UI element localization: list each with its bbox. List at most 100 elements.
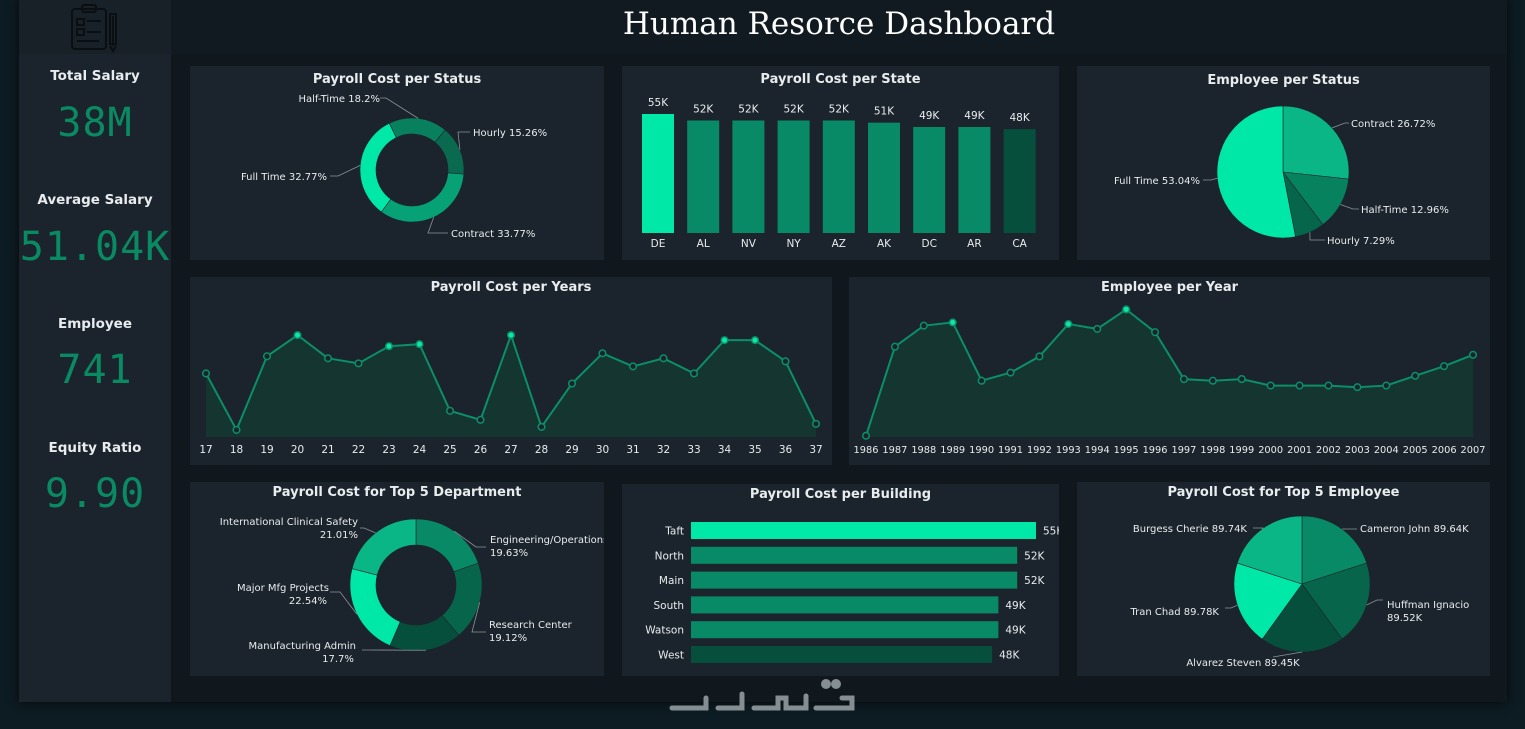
- employee-status-chart[interactable]: Contract 26.72% Half-Time 12.96% Hourly 7.…: [1077, 66, 1490, 260]
- data-point: [1353, 383, 1362, 392]
- data-point: [445, 406, 455, 415]
- bar: [913, 126, 946, 233]
- callout-line: [457, 131, 470, 150]
- header-bar: Human Resorce Dashboard: [19, 0, 1507, 54]
- payroll-years-card[interactable]: Payroll Cost per Years 17 18 19 20 21 22 23 24 2…: [190, 277, 832, 465]
- series-line: [865, 308, 1474, 437]
- payroll-dept-card[interactable]: Payroll Cost for Top 5 Department Engine…: [190, 482, 609, 676]
- slice-value: 19.12%: [489, 633, 527, 644]
- slice-label: International Clinical Safety: [220, 517, 358, 528]
- x-tick-label: 37: [809, 444, 822, 456]
- data-point: [1035, 352, 1044, 361]
- callout-line: [1340, 204, 1359, 210]
- x-tick-label: AR: [967, 238, 981, 250]
- pie-slice: [1216, 105, 1296, 239]
- bar-value-label: 52K: [1024, 550, 1045, 562]
- slice-label: Cameron John 89.64K: [1360, 524, 1469, 535]
- bar: [642, 114, 674, 233]
- x-tick-label: DC: [921, 238, 936, 250]
- x-tick-label: 21: [321, 444, 334, 456]
- employee-year-card[interactable]: Employee per Year 1986 1987 1988 1989 1990 19…: [849, 277, 1490, 465]
- x-tick-label: 25: [443, 444, 456, 456]
- data-point: [628, 362, 638, 371]
- callout-line: [330, 165, 361, 177]
- pie-slice: [380, 172, 465, 223]
- x-tick-label: 17: [199, 444, 212, 456]
- x-tick-label: 2005: [1403, 445, 1428, 456]
- data-point: [1440, 362, 1449, 371]
- x-tick-label: AZ: [832, 238, 846, 250]
- callout-line: [427, 217, 448, 234]
- payroll-building-card[interactable]: Payroll Cost per Building Taft 55K North 52…: [622, 484, 1064, 676]
- bar-value-label: 55K: [648, 97, 669, 109]
- payroll-status-chart[interactable]: Contract 33.77% Full Time 32.77% Half-Time…: [190, 66, 604, 260]
- data-point: [1382, 381, 1391, 390]
- payroll-employee-card[interactable]: Payroll Cost for Top 5 Employee Cameron …: [1077, 482, 1490, 676]
- data-point: [1468, 350, 1478, 359]
- average-salary-value: 51.04K: [19, 224, 171, 270]
- x-tick-label: 20: [291, 444, 304, 456]
- data-point: [1266, 381, 1275, 390]
- slice-label: Full Time 53.04%: [1114, 176, 1200, 187]
- payroll-building-chart[interactable]: Taft 55K North 52K Main 52K South 49K Watson 49K W…: [622, 484, 1064, 676]
- slice-label: Full Time 32.77%: [241, 172, 327, 183]
- data-point: [977, 376, 986, 385]
- y-tick-label: Watson: [645, 625, 684, 637]
- employee-value: 741: [57, 347, 133, 393]
- card-title: Payroll Cost per State: [760, 72, 921, 87]
- x-tick-label: 1992: [1027, 445, 1052, 456]
- payroll-employee-chart[interactable]: Cameron John 89.64K Huffman Ignacio 89.52K…: [1077, 482, 1490, 676]
- card-title: Employee per Status: [1207, 73, 1360, 88]
- data-point: [861, 431, 871, 440]
- employee-label: Employee: [58, 316, 132, 332]
- data-point: [567, 379, 577, 388]
- x-tick-label: 1989: [940, 445, 965, 456]
- pie-slice: [351, 518, 417, 576]
- payroll-years-chart[interactable]: 17 18 19 20 21 22 23 24 25 26 27 28 29 30 31 32 33 34 35 36…: [190, 277, 832, 465]
- callout-line: [360, 527, 376, 534]
- payroll-status-card[interactable]: Payroll Cost per Status Contract 33.77% F…: [190, 66, 604, 260]
- data-point: [476, 415, 485, 424]
- pie-slice: [1233, 562, 1303, 640]
- bar-value-label: 55K: [1043, 526, 1059, 538]
- x-tick-label: 1988: [911, 445, 936, 456]
- y-tick-label: Main: [659, 575, 684, 587]
- slice-value: 17.7%: [322, 654, 354, 665]
- employee-year-chart[interactable]: 1986 1987 1988 1989 1990 1991 1992 1993 1994 1995…: [849, 277, 1490, 465]
- data-point: [811, 419, 821, 428]
- data-point: [598, 349, 607, 358]
- x-tick-label: 1993: [1056, 445, 1081, 456]
- slice-value: 89.52K: [1387, 613, 1423, 624]
- x-tick-label: 36: [779, 444, 793, 456]
- slice-label: Engineering/Operations: [490, 535, 604, 546]
- x-tick-label: 32: [657, 444, 670, 456]
- bar: [1003, 129, 1036, 233]
- bar: [868, 122, 900, 233]
- payroll-state-card[interactable]: Payroll Cost per State 55K DE 52K AL 52K NV 52…: [622, 66, 1059, 260]
- slice-label: Research Center: [489, 620, 573, 631]
- dashboard-window: Human Resorce Dashboard Total Salary 38M…: [19, 0, 1507, 702]
- pie-slice: [1282, 105, 1350, 180]
- card-title: Payroll Cost for Top 5 Employee: [1167, 485, 1400, 500]
- employee-status-card[interactable]: Employee per Status Contract 26.72% Half-…: [1077, 66, 1490, 260]
- slice-label: Alvarez Steven 89.45K: [1186, 658, 1300, 669]
- data-point: [1179, 375, 1189, 384]
- data-point: [1064, 319, 1073, 329]
- x-tick-label: 2006: [1432, 445, 1457, 456]
- payroll-dept-chart[interactable]: Engineering/Operations 19.63% Research Cen…: [190, 482, 609, 676]
- x-tick-label: 31: [626, 444, 639, 456]
- area-fill: [866, 309, 1473, 437]
- callout-line: [1253, 527, 1264, 530]
- callout-line: [1331, 122, 1349, 129]
- payroll-state-chart[interactable]: 55K DE 52K AL 52K NV 52K NY 52K AZ 51K AK 49K DC 49K AR…: [622, 66, 1059, 260]
- callout-line: [380, 97, 419, 119]
- kpi-sidebar: Total Salary 38M Average Salary 51.04K E…: [19, 54, 171, 702]
- bar: [691, 646, 993, 663]
- data-point: [354, 359, 363, 368]
- x-tick-label: 23: [382, 444, 395, 456]
- bar-value-label: 51K: [874, 106, 895, 118]
- x-tick-label: NV: [741, 238, 757, 250]
- x-tick-label: 1991: [998, 445, 1023, 456]
- x-tick-label: 27: [504, 444, 517, 456]
- x-tick-label: 26: [474, 444, 488, 456]
